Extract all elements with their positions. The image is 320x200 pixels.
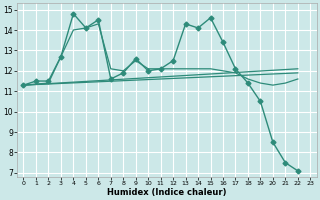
X-axis label: Humidex (Indice chaleur): Humidex (Indice chaleur)	[107, 188, 227, 197]
